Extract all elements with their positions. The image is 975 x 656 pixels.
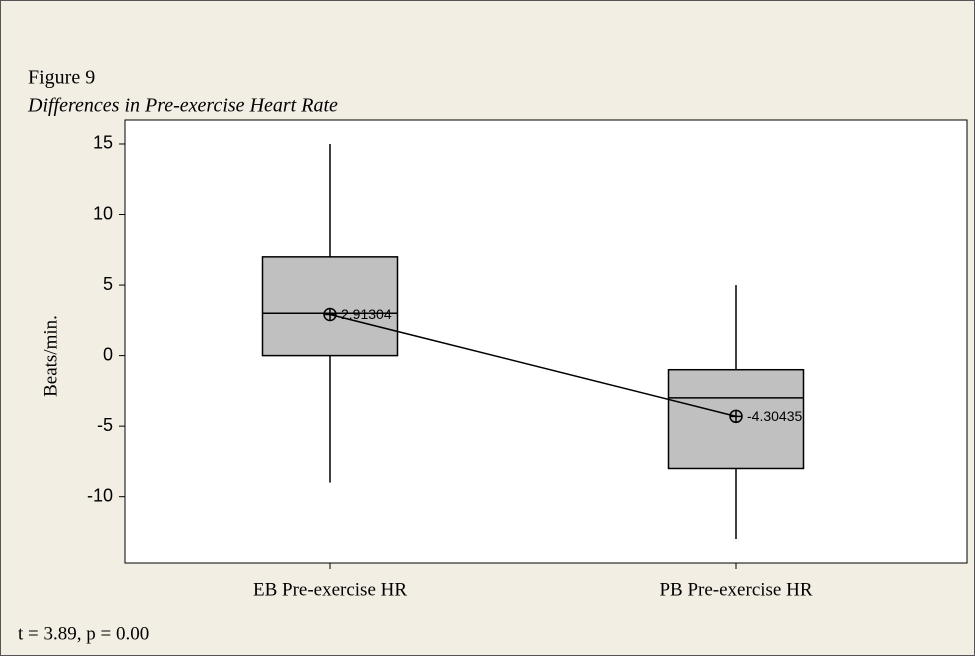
- x-tick-label: PB Pre-exercise HR: [659, 579, 812, 600]
- y-tick-label: -10: [87, 485, 113, 505]
- y-tick-label: 10: [93, 203, 113, 223]
- y-axis-label: Beats/min.: [40, 315, 61, 397]
- mean-cross: [324, 308, 336, 321]
- annotation: t = 3.89, p = 0.00: [18, 623, 149, 644]
- mean-label: -4.30435: [747, 408, 802, 424]
- plot-area: [124, 119, 968, 564]
- mean-label: 2.91304: [341, 306, 392, 322]
- y-tick-label: 5: [103, 274, 113, 294]
- x-tick-label: EB Pre-exercise HR: [253, 579, 407, 600]
- mean-connect-line: [329, 313, 737, 418]
- chart-title: Figure 9: [28, 67, 95, 89]
- mean-cross: [730, 410, 742, 423]
- chart-subtitle: Differences in Pre-exercise Heart Rate: [27, 95, 338, 117]
- box: [261, 256, 399, 357]
- y-tick-label: 0: [103, 344, 113, 364]
- y-tick-label: 15: [93, 133, 113, 153]
- y-tick-label: -5: [97, 415, 113, 435]
